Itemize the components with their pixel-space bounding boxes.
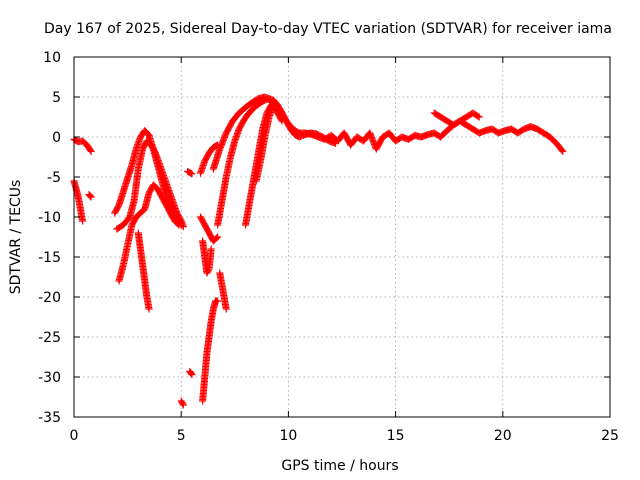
data-point: [475, 113, 483, 121]
data-point: [558, 146, 566, 154]
data-point: [79, 217, 87, 225]
x-axis-ticks: 0 5 10 15 20 25: [70, 57, 619, 444]
data-point: [213, 234, 221, 242]
data-point: [174, 220, 182, 228]
data-point: [145, 305, 153, 313]
data-point: [214, 233, 222, 241]
plot-frame: [73, 56, 611, 418]
series-track-c: [85, 191, 95, 201]
series-track-f: [115, 181, 183, 285]
series-track-e: [113, 137, 187, 233]
series-track-o: [196, 141, 222, 177]
y-tick-label: -20: [38, 290, 61, 306]
series-track-t: [430, 109, 483, 129]
series-track-b: [70, 177, 87, 225]
data-point: [87, 193, 95, 201]
series-track-j: [184, 167, 196, 178]
y-tick-label: -5: [47, 170, 61, 186]
data-point: [179, 401, 187, 409]
y-tick-label: -10: [38, 210, 61, 226]
y-tick-label: -15: [38, 250, 61, 266]
data-point: [179, 223, 187, 231]
x-tick-label: 20: [494, 428, 512, 444]
series-track-k: [199, 297, 222, 405]
y-axis-ticks: 10 5 0 -5 -10 -15 -20 -25 -30 -35: [38, 50, 610, 426]
chart-title: Day 167 of 2025, Sidereal Day-to-day VTE…: [44, 21, 612, 37]
data-point: [214, 297, 222, 305]
series-track-g: [134, 229, 153, 313]
y-tick-label: 0: [52, 130, 61, 146]
x-axis-title: GPS time / hours: [281, 458, 398, 474]
grid-lines: [74, 57, 610, 417]
series-track-n: [216, 269, 230, 313]
series-track-h: [177, 397, 187, 409]
x-tick-label: 0: [70, 428, 79, 444]
y-tick-label: 10: [43, 50, 61, 66]
data-point: [86, 146, 94, 154]
y-tick-label: -25: [38, 330, 61, 346]
data-point: [87, 147, 95, 155]
y-axis-title: SDTVAR / TECUs: [8, 180, 24, 295]
data-point: [175, 221, 183, 229]
series-track-l: [196, 213, 222, 245]
data-point: [86, 192, 94, 200]
x-tick-label: 15: [387, 428, 405, 444]
x-tick-label: 5: [177, 428, 186, 444]
data-points: [70, 93, 567, 409]
y-tick-label: -35: [38, 410, 61, 426]
y-tick-label: -30: [38, 370, 61, 386]
data-point: [559, 147, 567, 155]
data-point: [222, 305, 230, 313]
data-point: [188, 371, 196, 379]
x-tick-label: 25: [601, 428, 619, 444]
data-point: [474, 112, 482, 120]
series-track-i: [186, 367, 196, 379]
x-tick-label: 10: [279, 428, 297, 444]
data-point: [207, 245, 215, 253]
series-track-m: [199, 237, 215, 277]
series-track-a: [70, 135, 95, 155]
y-tick-label: 5: [52, 90, 61, 106]
series-track-s: [252, 101, 567, 185]
data-point: [179, 400, 187, 408]
data-point: [188, 170, 196, 178]
data-point: [187, 370, 195, 378]
data-point: [86, 191, 94, 199]
